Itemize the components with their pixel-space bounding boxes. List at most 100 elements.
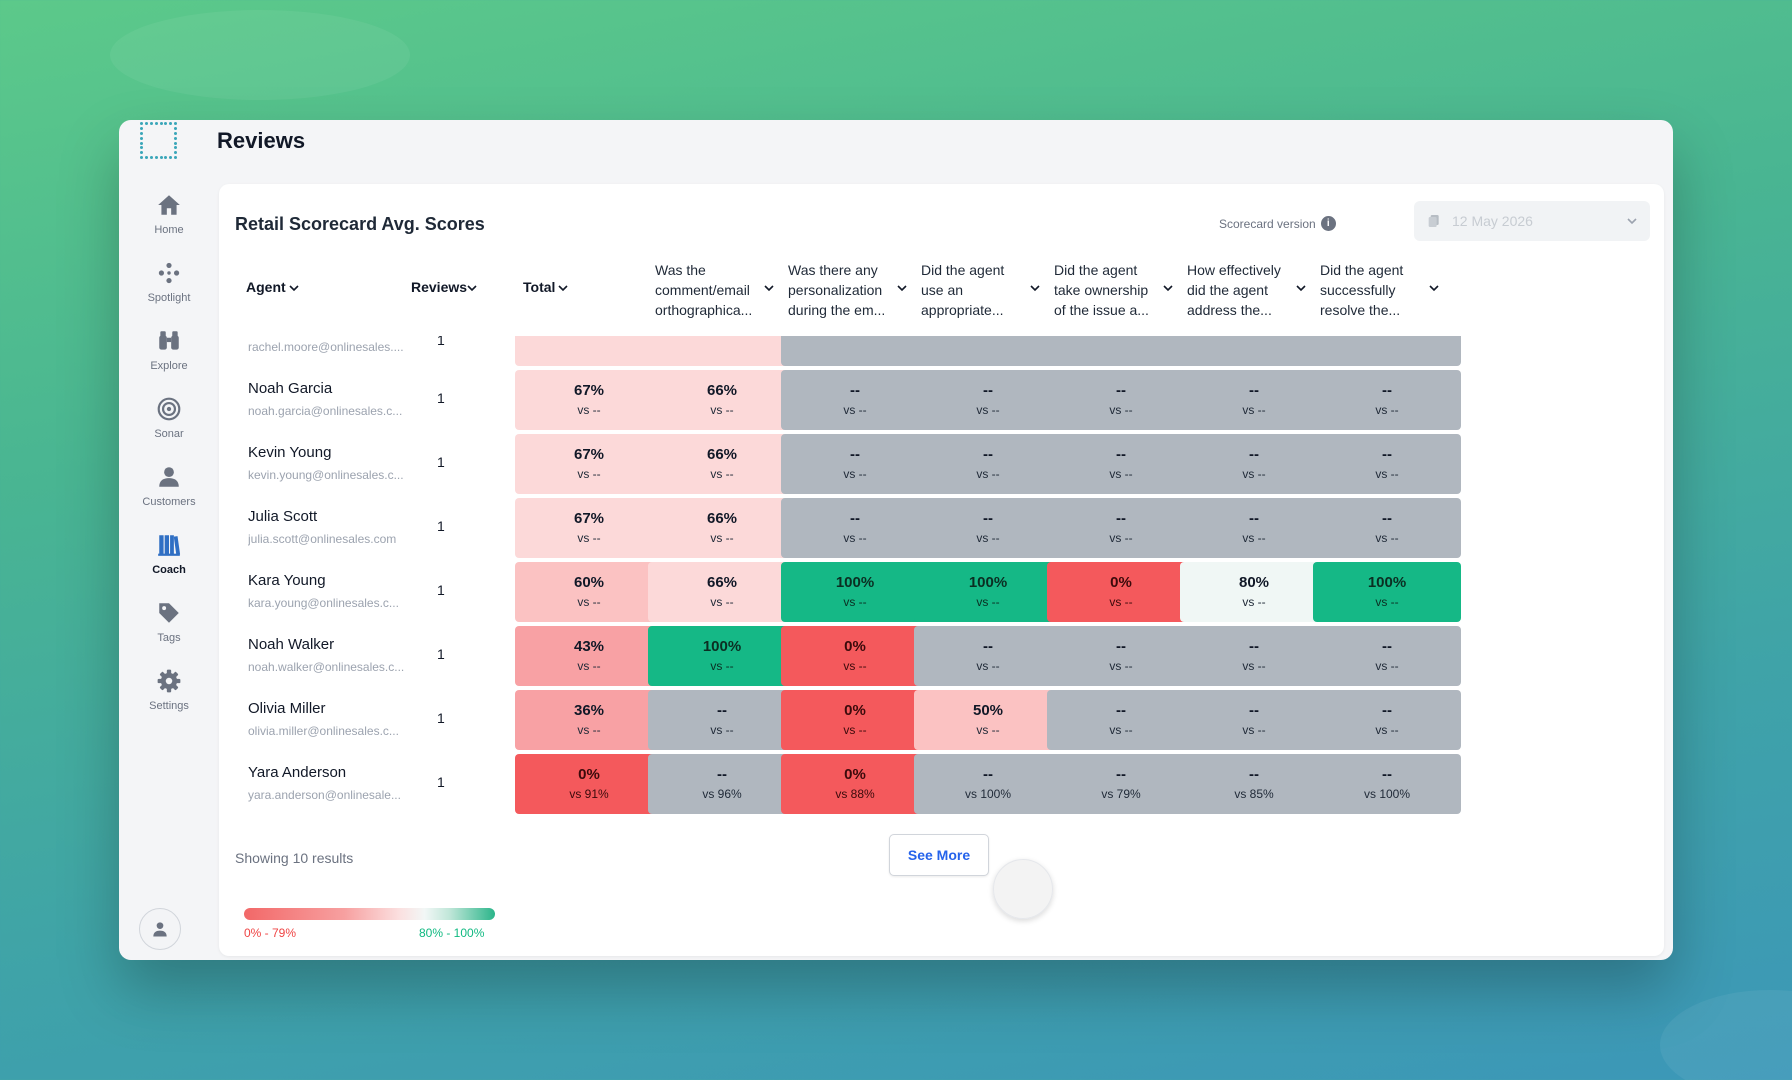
question-score-cell[interactable]: -- vs -- (914, 626, 1062, 686)
question-score-cell[interactable]: -- vs -- (914, 370, 1062, 430)
table-row[interactable]: Kevin Young kevin.young@onlinesales.c... 1… (219, 432, 1664, 496)
score-comparison: vs -- (710, 595, 734, 609)
column-header-total[interactable]: Total (523, 279, 556, 295)
question-score-cell[interactable]: 0% vs -- (781, 626, 929, 686)
question-score-cell[interactable]: 0% vs -- (1047, 562, 1195, 622)
user-icon (153, 922, 167, 937)
total-score-cell[interactable]: 60% vs -- (515, 562, 663, 622)
question-score-cell[interactable]: 100% vs -- (914, 562, 1062, 622)
total-score-cell[interactable]: 67% vs -- (515, 498, 663, 558)
question-score-cell[interactable]: -- vs -- (1047, 626, 1195, 686)
question-score-cell[interactable]: vs 100% (648, 336, 796, 366)
question-score-cell[interactable]: -- vs -- (781, 370, 929, 430)
sidebar-item-explore[interactable]: Explore (119, 328, 219, 372)
question-score-cell[interactable]: -- vs 79% (1047, 754, 1195, 814)
question-score-cell[interactable]: vs -- (781, 336, 929, 366)
total-score-cell[interactable]: 67% vs -- (515, 434, 663, 494)
question-score-cell[interactable]: -- vs -- (1313, 690, 1461, 750)
question-score-cell[interactable]: 50% vs -- (914, 690, 1062, 750)
sidebar-item-customers[interactable]: Customers (119, 464, 219, 508)
question-score-cell[interactable]: -- vs -- (914, 498, 1062, 558)
question-score-cell[interactable]: -- vs -- (1180, 626, 1328, 686)
agent-email: yara.anderson@onlinesale... (248, 788, 401, 802)
question-score-cell[interactable]: -- vs -- (1180, 690, 1328, 750)
question-score-cell[interactable]: 66% vs -- (648, 370, 796, 430)
question-score-cell[interactable]: 100% vs -- (781, 562, 929, 622)
question-score-cell[interactable]: -- vs -- (1313, 370, 1461, 430)
question-score-cell[interactable]: -- vs -- (781, 434, 929, 494)
info-icon[interactable]: i (1320, 216, 1336, 231)
question-score-cell[interactable]: vs -- (1180, 336, 1328, 366)
agent-name: Julia Scott (248, 508, 318, 525)
user-avatar-button[interactable] (139, 908, 181, 950)
question-score-cell[interactable]: -- vs -- (1180, 498, 1328, 558)
question-score-cell[interactable]: -- vs -- (781, 498, 929, 558)
question-score-cell[interactable]: -- vs 85% (1180, 754, 1328, 814)
score-value: -- (1116, 382, 1126, 399)
column-header-question-1[interactable]: Was the comment/email orthographica... (655, 260, 803, 320)
total-score-cell[interactable]: vs 100% (515, 336, 663, 366)
question-score-cell[interactable]: 66% vs -- (648, 562, 796, 622)
question-score-cell[interactable]: -- vs 100% (1313, 754, 1461, 814)
column-header-question-3[interactable]: Did the agent use an appropriate... (921, 260, 1069, 320)
see-more-button[interactable]: See More (889, 834, 989, 876)
table-row[interactable]: Noah Walker noah.walker@onlinesales.c... 1… (219, 624, 1664, 688)
question-score-cell[interactable]: 100% vs -- (1313, 562, 1461, 622)
question-score-cell[interactable]: -- vs -- (1313, 434, 1461, 494)
question-score-cell[interactable]: -- vs -- (1047, 434, 1195, 494)
score-comparison: vs -- (1375, 467, 1399, 481)
question-score-cell[interactable]: -- vs -- (1047, 370, 1195, 430)
question-score-cell[interactable]: -- vs -- (648, 690, 796, 750)
question-score-cell[interactable]: -- vs -- (1180, 434, 1328, 494)
question-score-cell[interactable]: -- vs 96% (648, 754, 796, 814)
question-score-cell[interactable]: 80% vs -- (1180, 562, 1328, 622)
sidebar-item-sonar[interactable]: Sonar (119, 396, 219, 440)
question-score-cell[interactable]: -- vs -- (1313, 626, 1461, 686)
sidebar-item-settings[interactable]: Settings (119, 668, 219, 712)
total-score-cell[interactable]: 67% vs -- (515, 370, 663, 430)
total-score-cell[interactable]: 36% vs -- (515, 690, 663, 750)
column-header-reviews[interactable]: Reviews (411, 279, 468, 295)
question-score-cell[interactable]: -- vs -- (914, 434, 1062, 494)
app-logo (140, 122, 178, 160)
question-score-cell[interactable]: -- vs -- (1180, 370, 1328, 430)
agent-name: Kara Young (248, 572, 326, 589)
question-score-cell[interactable]: 0% vs 88% (781, 754, 929, 814)
column-header-question-2[interactable]: Was there any personalization during the e… (788, 260, 936, 320)
score-comparison: vs 96% (702, 787, 742, 801)
question-score-cell[interactable]: 66% vs -- (648, 498, 796, 558)
agent-email: julia.scott@onlinesales.com (248, 532, 397, 546)
column-header-line: comment/email (655, 282, 750, 298)
question-score-cell[interactable]: 100% vs -- (648, 626, 796, 686)
table-row[interactable]: Olivia Miller olivia.miller@onlinesales.c… (219, 688, 1664, 752)
scorecard-version-select[interactable]: 12 May 2026 (1414, 201, 1650, 241)
score-value: 66% (706, 510, 738, 527)
sidebar-item-spotlight[interactable]: Spotlight (119, 260, 219, 304)
question-score-cell[interactable]: 0% vs -- (781, 690, 929, 750)
question-score-cell[interactable]: -- vs -- (1313, 498, 1461, 558)
table-row[interactable]: Yara Anderson yara.anderson@onlinesale...… (219, 752, 1664, 816)
column-header-question-4[interactable]: Did the agent take ownership of the issue … (1054, 260, 1202, 320)
question-score-cell[interactable]: vs -- (1313, 336, 1461, 366)
question-score-cell[interactable]: 66% vs -- (648, 434, 796, 494)
question-score-cell[interactable]: -- vs -- (1047, 498, 1195, 558)
sidebar-item-home[interactable]: Home (119, 192, 219, 236)
score-value: -- (717, 702, 727, 719)
total-score-cell[interactable]: 43% vs -- (515, 626, 663, 686)
column-header-question-5[interactable]: How effectively did the agent address the.… (1187, 260, 1335, 320)
table-row[interactable]: Julia Scott julia.scott@onlinesales.com 1 6… (219, 496, 1664, 560)
table-row[interactable]: Noah Garcia noah.garcia@onlinesales.c... 1… (219, 368, 1664, 432)
question-score-cell[interactable]: vs -- (914, 336, 1062, 366)
sidebar-item-coach[interactable]: Coach (119, 532, 219, 576)
score-value: -- (850, 510, 860, 527)
table-row[interactable]: Kara Young kara.young@onlinesales.c... 1 60… (219, 560, 1664, 624)
column-header-question-6[interactable]: Did the agent successfully resolve the... (1320, 260, 1468, 320)
table-row[interactable]: rachel.moore@onlinesales.... 1 vs 100%vs 1… (219, 336, 1664, 368)
column-header-agent[interactable]: Agent (246, 279, 286, 295)
total-score-cell[interactable]: 0% vs 91% (515, 754, 663, 814)
question-score-cell[interactable]: -- vs -- (1047, 690, 1195, 750)
column-header-line: appropriate... (921, 302, 1004, 318)
question-score-cell[interactable]: vs -- (1047, 336, 1195, 366)
question-score-cell[interactable]: -- vs 100% (914, 754, 1062, 814)
sidebar-item-tags[interactable]: Tags (119, 600, 219, 644)
